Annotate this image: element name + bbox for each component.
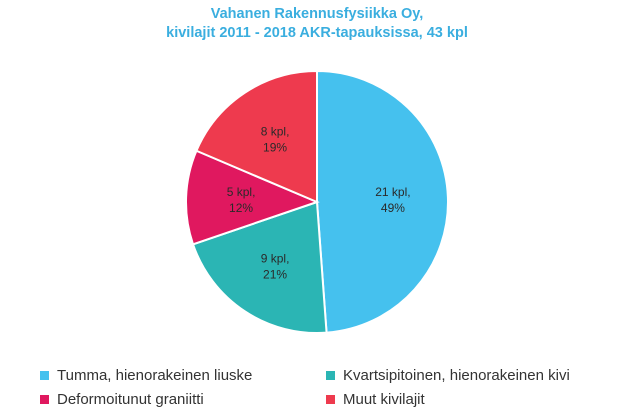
legend-item-tumma: Tumma, hienorakeinen liuske <box>40 367 252 384</box>
legend-swatch <box>40 395 49 404</box>
chart-title-line1: Vahanen Rakennusfysiikka Oy, <box>210 6 424 22</box>
legend-item-deformoitunut: Deformoitunut graniitti <box>40 391 204 408</box>
data-label-count: 21 kpl, <box>375 185 410 199</box>
pie-slice-kvartsipitoinen <box>191 200 328 334</box>
data-label-count: 5 kpl, <box>227 185 256 199</box>
data-label-percent: 49% <box>381 201 405 215</box>
pie-slice-deformoitunut <box>185 149 320 246</box>
legend-label: Kvartsipitoinen, hienorakeinen kivi <box>343 367 570 384</box>
legend-swatch <box>326 371 335 380</box>
legend-label: Deformoitunut graniitti <box>57 391 204 408</box>
data-label-percent: 19% <box>263 141 287 155</box>
chart-title-line2: kivilajit 2011 - 2018 AKR-tapauksissa, 4… <box>166 25 468 41</box>
pie-slice-muut <box>195 69 318 204</box>
data-label-count: 8 kpl, <box>261 125 290 139</box>
legend-swatch <box>326 395 335 404</box>
data-label-count: 9 kpl, <box>261 251 290 265</box>
data-label-percent: 12% <box>229 201 253 215</box>
legend-item-muut: Muut kivilajit <box>326 391 425 408</box>
data-label-percent: 21% <box>263 267 287 281</box>
pie-slice-tumma <box>316 69 450 334</box>
legend-label: Muut kivilajit <box>343 391 425 408</box>
legend-label: Tumma, hienorakeinen liuske <box>57 367 253 384</box>
legend-item-kvartsipitoinen: Kvartsipitoinen, hienorakeinen kivi <box>326 367 570 384</box>
legend-swatch <box>40 371 49 380</box>
